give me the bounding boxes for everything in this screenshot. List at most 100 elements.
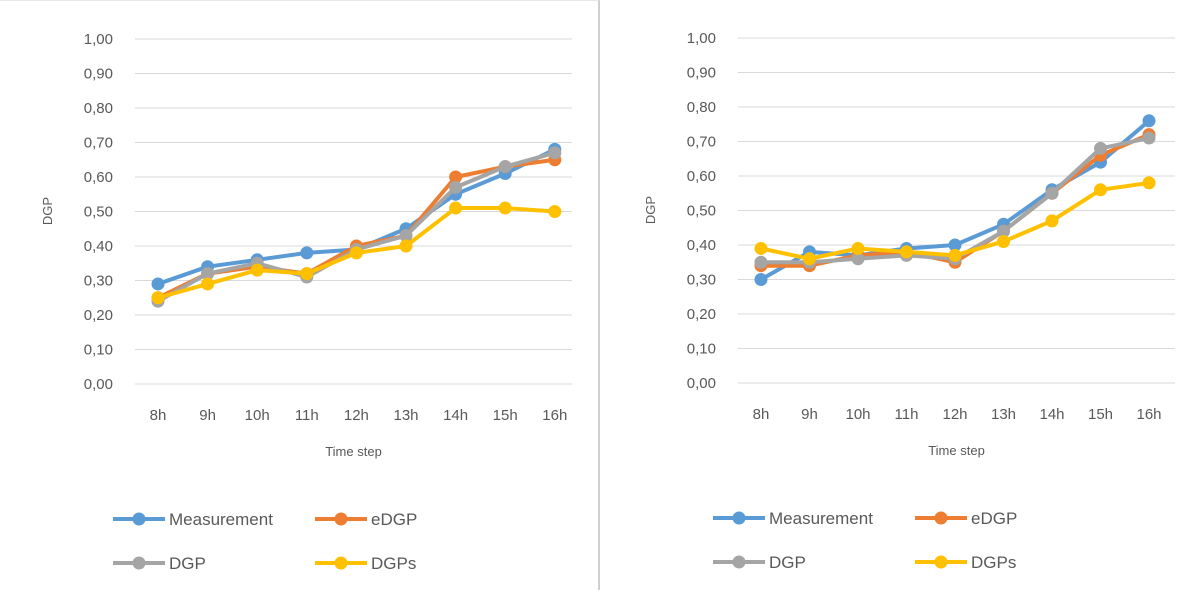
x-tick-label: 15h	[493, 407, 518, 424]
data-point-dgps	[851, 241, 865, 255]
data-point-dgp	[851, 252, 865, 266]
legend-marker-dgp	[732, 555, 746, 569]
x-tick-label: 10h	[845, 406, 870, 423]
y-tick-label: 1,00	[687, 30, 716, 47]
legend-label-edgp: eDGP	[971, 509, 1017, 528]
y-tick-label: 0,40	[687, 237, 716, 254]
x-tick-label: 11h	[895, 406, 919, 423]
y-axis-title: DGP	[40, 197, 55, 225]
data-point-dgps	[449, 201, 463, 215]
x-tick-label: 14h	[1039, 406, 1064, 423]
y-tick-label: 0,50	[84, 204, 113, 221]
legend-marker-measurement	[732, 511, 746, 525]
chart-panel-right: 0,00 0,10 0,20 0,30 0,40 0,50 0,60 0,70 0,80 0,90…	[604, 0, 1203, 590]
y-tick-label: 0,60	[84, 169, 113, 186]
x-tick-label: 8h	[753, 406, 770, 423]
y-tick-label: 0,10	[84, 342, 113, 359]
x-tick-label: 12h	[344, 407, 369, 424]
y-axis-title: DGP	[643, 196, 658, 224]
x-tick-label: 16h	[1136, 406, 1161, 423]
data-point-measurement	[1142, 114, 1156, 128]
data-point-dgps	[997, 235, 1010, 249]
data-point-dgps	[399, 239, 413, 253]
legend-marker-dgp	[132, 556, 146, 570]
y-tick-label: 0,80	[687, 99, 716, 116]
legend-label-measurement: Measurement	[769, 509, 873, 528]
y-tick-label: 0,20	[687, 306, 716, 323]
y-tick-label: 0,40	[84, 238, 113, 255]
x-axis-title: Time step	[928, 443, 985, 458]
legend-marker-dgps	[934, 555, 948, 569]
data-point-dgps	[250, 263, 264, 277]
y-tick-label: 0,00	[687, 375, 716, 392]
legend-label-dgps: DGPs	[371, 554, 416, 573]
legend-label-dgps: DGPs	[971, 553, 1016, 572]
x-tick-label: 13h	[991, 406, 1016, 423]
y-tick-label: 0,90	[84, 66, 113, 83]
y-tick-label: 0,70	[84, 135, 113, 152]
x-axis-title: Time step	[325, 444, 382, 459]
data-point-dgp	[1142, 131, 1156, 145]
y-tick-label: 0,80	[84, 100, 113, 117]
y-tick-label: 0,10	[687, 341, 716, 358]
data-point-dgps	[900, 245, 913, 259]
data-point-dgp	[997, 224, 1010, 238]
data-point-dgp	[498, 160, 512, 174]
chart-panel-left: 0,00 0,10 0,20 0,30 0,40 0,50 0,60 0,70 0,80 0,90…	[0, 0, 600, 590]
legend-label-edgp: eDGP	[371, 510, 417, 529]
legend-label-measurement: Measurement	[169, 510, 273, 529]
y-tick-label: 0,00	[84, 376, 113, 393]
series-line-dgp	[157, 150, 556, 303]
x-tick-label: 9h	[199, 407, 216, 424]
legend-label-dgp: DGP	[769, 553, 806, 572]
x-tick-label: 14h	[443, 407, 468, 424]
y-tick-label: 1,00	[84, 31, 113, 48]
legend-marker-edgp	[334, 512, 348, 526]
data-point-dgp	[399, 229, 413, 243]
y-tick-label: 0,30	[687, 272, 716, 289]
legend-label-dgp: DGP	[169, 554, 206, 573]
x-tick-label: 11h	[295, 407, 319, 424]
data-point-dgps	[1094, 183, 1107, 197]
line-chart-left: 0,00 0,10 0,20 0,30 0,40 0,50 0,60 0,70 0,80 0,90…	[40, 31, 572, 573]
data-point-dgps	[201, 277, 215, 291]
data-point-dgp	[201, 267, 215, 281]
data-point-dgps	[1142, 176, 1156, 190]
x-tick-label: 9h	[801, 406, 818, 423]
data-point-dgp	[1045, 186, 1059, 200]
data-point-dgps	[948, 248, 962, 262]
data-point-measurement	[151, 277, 165, 291]
x-tick-label: 12h	[942, 406, 967, 423]
data-point-dgp	[754, 255, 768, 269]
y-tick-label: 0,90	[687, 65, 716, 82]
data-point-dgps	[349, 246, 363, 260]
data-point-dgp	[1094, 141, 1107, 155]
line-chart-right: 0,00 0,10 0,20 0,30 0,40 0,50 0,60 0,70 0,80 0,90…	[643, 30, 1175, 572]
x-tick-label: 16h	[542, 407, 567, 424]
legend-marker-edgp	[934, 511, 948, 525]
data-point-edgp	[449, 170, 463, 184]
data-point-dgps	[300, 267, 314, 281]
data-point-dgp	[548, 146, 562, 160]
y-tick-label: 0,70	[687, 134, 716, 151]
x-tick-label: 15h	[1088, 406, 1113, 423]
data-point-measurement	[754, 273, 768, 286]
data-point-measurement	[948, 238, 962, 252]
series-line-edgp	[157, 157, 556, 300]
data-point-dgps	[754, 241, 768, 255]
data-point-dgps	[498, 201, 512, 215]
y-tick-label: 0,60	[687, 168, 716, 185]
legend-marker-measurement	[132, 512, 146, 526]
data-point-dgps	[1045, 214, 1059, 228]
y-tick-label: 0,20	[84, 307, 113, 324]
y-tick-label: 0,30	[84, 273, 113, 290]
data-point-dgp	[449, 180, 463, 194]
data-point-dgps	[151, 291, 165, 305]
x-tick-label: 8h	[150, 407, 167, 424]
data-point-measurement	[300, 246, 314, 260]
y-tick-label: 0,50	[687, 203, 716, 220]
data-point-dgps	[548, 205, 562, 218]
x-tick-label: 13h	[393, 407, 418, 424]
x-tick-label: 10h	[245, 407, 270, 424]
legend-marker-dgps	[334, 556, 348, 570]
